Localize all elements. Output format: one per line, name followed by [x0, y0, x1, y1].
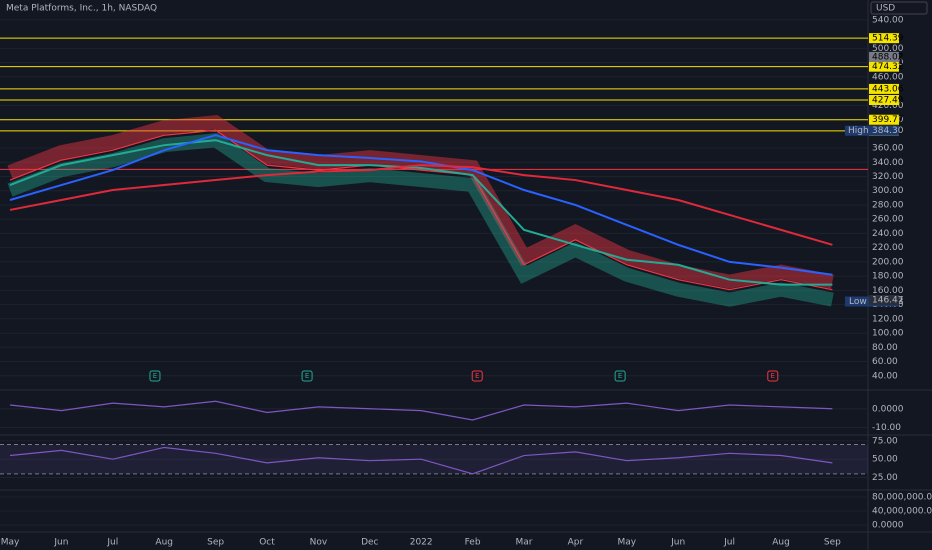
y-tick-label: 260.00 — [872, 215, 904, 225]
y-tick-label: 120.00 — [872, 314, 904, 324]
y-tick-label: 280.00 — [872, 200, 904, 210]
event-marker — [614, 370, 626, 382]
level-box — [869, 83, 899, 94]
x-tick-label: May — [617, 538, 636, 548]
y-tick-label: 540.00 — [872, 15, 904, 25]
y-tick-label: 0.0000 — [872, 521, 904, 531]
y-tick-label: 420.00 — [872, 101, 904, 111]
marker-box — [869, 51, 899, 62]
level-box — [869, 33, 899, 44]
y-tick-label: 80,000,000.00 — [872, 493, 932, 503]
y-tick-label: 80.00 — [872, 343, 898, 353]
level-box — [869, 114, 899, 125]
level-label: 474.32 — [872, 62, 904, 72]
last-box — [869, 294, 899, 305]
x-tick-label: Jun — [53, 538, 68, 548]
x-tick-label: Oct — [259, 538, 275, 548]
y-tick-label: 360.00 — [872, 144, 904, 154]
event-marker — [471, 370, 483, 382]
x-tick-label: Sep — [824, 538, 841, 548]
y-tick-label: 160.00 — [872, 286, 904, 296]
x-tick-label: Jul — [106, 538, 118, 548]
y-tick-label: 50.00 — [872, 455, 898, 465]
y-tick-label: 460.00 — [872, 72, 904, 82]
high-label: 384.30 — [872, 126, 904, 136]
x-tick-label: Jun — [670, 538, 685, 548]
high-name: High — [848, 126, 869, 136]
marker-label: 488.02 — [872, 52, 904, 62]
x-tick-label: Apr — [568, 538, 584, 548]
level-box — [869, 61, 899, 72]
x-tick-label: Sep — [207, 538, 224, 548]
y-tick-label: 240.00 — [872, 229, 904, 239]
series-line — [9, 134, 833, 276]
currency: USD — [876, 4, 895, 14]
x-tick-label: 2022 — [410, 538, 433, 548]
y-tick-label: 500.00 — [872, 44, 904, 54]
x-tick-label: May — [1, 538, 20, 548]
series-line — [9, 400, 833, 421]
x-tick-label: Mar — [516, 538, 533, 548]
last-label: 146.47 — [872, 295, 904, 305]
event-marker — [767, 370, 779, 382]
level-label: 399.77 — [872, 115, 904, 125]
y-tick-label: 200.00 — [872, 257, 904, 267]
y-tick-label: 340.00 — [872, 158, 904, 168]
series-line — [9, 446, 833, 475]
level-box — [869, 94, 899, 105]
event-label: E — [305, 372, 309, 380]
y-tick-label: 0.0000 — [872, 404, 904, 414]
y-tick-label: 40.00 — [872, 371, 898, 381]
y-tick-label: 320.00 — [872, 172, 904, 182]
y-tick-label: 75.00 — [872, 436, 898, 446]
x-tick-label: Jul — [723, 538, 735, 548]
y-tick-label: 180.00 — [872, 272, 904, 282]
y-tick-label: 100.00 — [872, 329, 904, 339]
level-label: 514.39 — [872, 34, 904, 44]
y-tick-label: 25.00 — [872, 473, 898, 483]
low-name: Low — [849, 297, 867, 307]
level-label: 443.06 — [872, 84, 904, 94]
x-tick-label: Nov — [310, 538, 328, 548]
chart-title: Meta Platforms, Inc., 1h, NASDAQ — [6, 4, 157, 14]
x-tick-label: Aug — [155, 538, 173, 548]
y-tick-label: 60.00 — [872, 357, 898, 367]
event-label: E — [153, 372, 157, 380]
currency-box[interactable] — [870, 1, 928, 15]
event-label: E — [771, 372, 775, 380]
x-tick-label: Dec — [361, 538, 378, 548]
x-tick-label: Feb — [465, 538, 481, 548]
event-marker — [149, 370, 161, 382]
y-tick-label: 40,000,000.00 — [872, 507, 932, 517]
event-label: E — [618, 372, 622, 380]
high-box — [845, 125, 899, 136]
y-tick-label: 300.00 — [872, 186, 904, 196]
y-tick-label: -10.00 — [872, 423, 901, 433]
rsi-fill — [0, 444, 868, 474]
event-marker — [301, 370, 313, 382]
event-label: E — [475, 372, 479, 380]
x-tick-label: Aug — [772, 538, 790, 548]
series-line — [9, 139, 833, 286]
y-tick-label: 220.00 — [872, 243, 904, 253]
level-label: 427.49 — [872, 95, 904, 105]
series-line — [9, 164, 833, 246]
cloud-lower — [7, 133, 834, 307]
series-line — [9, 129, 833, 291]
